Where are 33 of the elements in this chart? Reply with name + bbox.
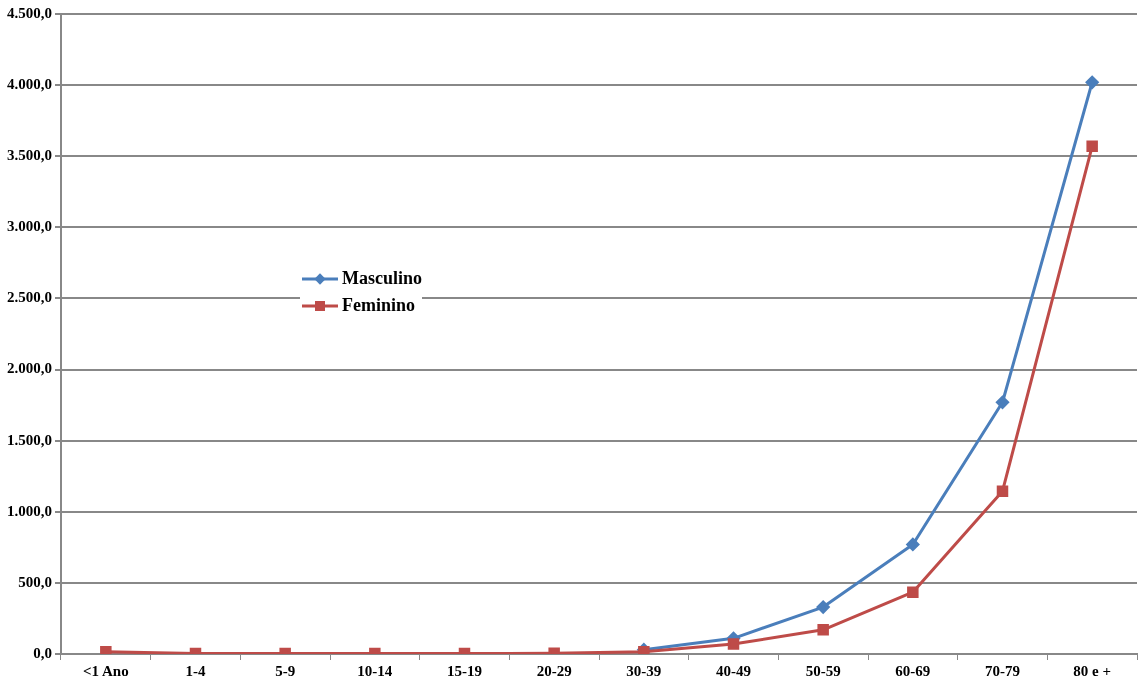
x-tick-label: 40-49 [716, 662, 751, 679]
y-tick-label: 0,0 [33, 644, 52, 661]
point [816, 600, 830, 614]
point [996, 395, 1009, 409]
y-tick-label: 2.500,0 [7, 289, 52, 306]
y-tick-label: 3.500,0 [7, 147, 52, 164]
y-tick-label: 4.500,0 [7, 4, 52, 21]
y-tick-label: 2.000,0 [7, 360, 52, 377]
x-tick-label: <1 Ano [83, 662, 129, 679]
legend-label: Masculino [342, 268, 423, 289]
point [996, 485, 1009, 497]
x-tick-label: 20-29 [536, 662, 572, 679]
y-tick-label: 4.000,0 [7, 75, 52, 92]
x-tick-label: 60-69 [895, 662, 931, 679]
x-tick-label: 5-9 [275, 662, 296, 679]
y-tick-label: 500,0 [18, 573, 52, 590]
x-tick-label: 50-59 [805, 662, 841, 679]
point [1085, 75, 1099, 89]
y-tick-label: 1.000,0 [7, 502, 52, 519]
x-tick-label: 10-14 [357, 662, 393, 679]
point [817, 624, 829, 636]
x-tick-label: 1-4 [185, 662, 206, 679]
x-tick-label: 70-79 [985, 662, 1020, 679]
point [906, 537, 920, 551]
point [727, 638, 740, 650]
x-tick-label: 15-19 [447, 662, 482, 679]
x-tick-label: 30-39 [626, 662, 662, 679]
x-tick-label: 80 e + [1073, 662, 1112, 679]
point [907, 586, 919, 598]
y-tick-label: 3.000,0 [7, 218, 52, 235]
y-tick-label: 1.500,0 [7, 431, 52, 448]
legend-label: Feminino [342, 295, 416, 316]
point [1086, 140, 1098, 153]
